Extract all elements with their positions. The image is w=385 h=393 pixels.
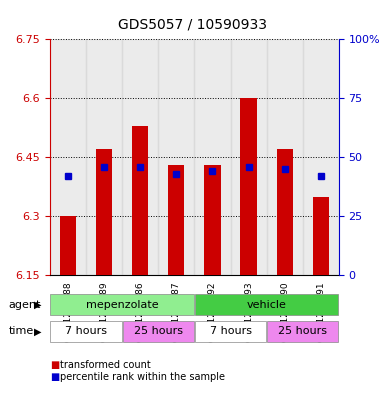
Text: 25 hours: 25 hours bbox=[134, 326, 183, 336]
Text: transformed count: transformed count bbox=[60, 360, 151, 370]
Text: agent: agent bbox=[8, 300, 41, 310]
FancyBboxPatch shape bbox=[50, 294, 194, 316]
Bar bbox=[276, 149, 293, 275]
Text: ■: ■ bbox=[50, 360, 59, 370]
Bar bbox=[122, 39, 158, 275]
FancyBboxPatch shape bbox=[195, 321, 266, 342]
FancyBboxPatch shape bbox=[122, 321, 194, 342]
Text: 7 hours: 7 hours bbox=[209, 326, 251, 336]
Bar bbox=[231, 39, 266, 275]
Bar bbox=[266, 39, 303, 275]
Text: time: time bbox=[8, 326, 34, 336]
Bar bbox=[313, 196, 329, 275]
Bar bbox=[96, 149, 112, 275]
Bar bbox=[168, 165, 184, 275]
Bar bbox=[194, 39, 231, 275]
Bar bbox=[241, 98, 257, 275]
FancyBboxPatch shape bbox=[50, 321, 122, 342]
Text: mepenzolate: mepenzolate bbox=[86, 300, 159, 310]
Text: percentile rank within the sample: percentile rank within the sample bbox=[60, 372, 225, 382]
FancyBboxPatch shape bbox=[195, 294, 338, 316]
Text: 25 hours: 25 hours bbox=[278, 326, 327, 336]
Text: GDS5057 / 10590933: GDS5057 / 10590933 bbox=[118, 18, 267, 32]
Text: vehicle: vehicle bbox=[247, 300, 286, 310]
Bar bbox=[132, 126, 148, 275]
Text: ■: ■ bbox=[50, 372, 59, 382]
Bar bbox=[86, 39, 122, 275]
FancyBboxPatch shape bbox=[267, 321, 338, 342]
Bar bbox=[60, 216, 76, 275]
Bar bbox=[50, 39, 86, 275]
Bar bbox=[303, 39, 339, 275]
Bar bbox=[204, 165, 221, 275]
Text: 7 hours: 7 hours bbox=[65, 326, 107, 336]
Text: ▶: ▶ bbox=[33, 326, 41, 336]
Text: ▶: ▶ bbox=[33, 300, 41, 310]
Bar bbox=[158, 39, 194, 275]
